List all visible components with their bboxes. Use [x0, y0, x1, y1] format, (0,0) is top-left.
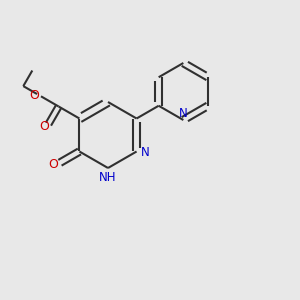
Text: O: O [49, 158, 58, 171]
Text: O: O [29, 88, 39, 102]
Text: N: N [141, 146, 149, 160]
Text: N: N [179, 107, 188, 120]
Text: O: O [40, 120, 50, 133]
Text: NH: NH [99, 171, 117, 184]
